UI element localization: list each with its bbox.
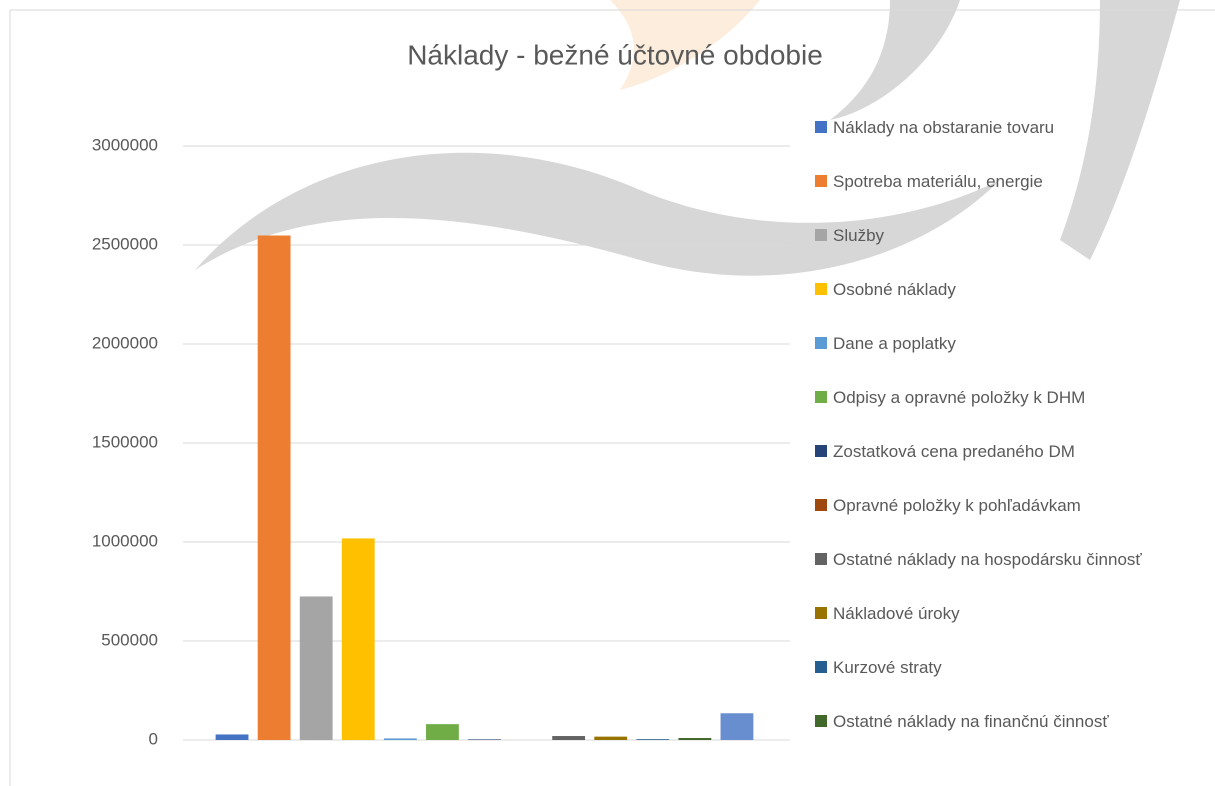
bar bbox=[215, 734, 249, 740]
legend-entry: Nákladové úroky bbox=[815, 600, 1193, 627]
legend-entry: Ostatné náklady na finančnú činnosť bbox=[815, 708, 1193, 735]
legend-swatch bbox=[815, 229, 827, 241]
legend-swatch bbox=[815, 661, 827, 673]
legend-swatch bbox=[815, 283, 827, 295]
bar bbox=[678, 738, 712, 740]
bar bbox=[552, 736, 586, 740]
watermark-flame bbox=[610, 0, 760, 90]
watermark-arc bbox=[830, 0, 960, 120]
legend-swatch bbox=[815, 607, 827, 619]
legend-label: Spotreba materiálu, energie bbox=[833, 172, 1043, 191]
y-tick-label: 3000000 bbox=[92, 135, 158, 154]
legend-entry: Služby bbox=[815, 222, 1193, 249]
legend-label: Náklady na obstaranie tovaru bbox=[833, 118, 1055, 137]
watermark-swoosh bbox=[195, 152, 1000, 276]
legend-entry: Náklady na obstaranie tovaru bbox=[815, 114, 1193, 141]
legend-swatch bbox=[815, 499, 827, 511]
legend-swatch bbox=[815, 175, 827, 187]
legend-label: Opravné položky k pohľadávkam bbox=[833, 496, 1081, 515]
legend-swatch bbox=[815, 121, 827, 133]
legend-label: Ostatné náklady na hospodársku činnosť bbox=[833, 550, 1142, 569]
y-tick-label: 500000 bbox=[101, 630, 158, 649]
bar bbox=[594, 736, 628, 740]
legend-entry: Zostatková cena predaného DM bbox=[815, 438, 1193, 465]
watermark-stroke bbox=[1060, 0, 1180, 260]
bar bbox=[720, 713, 754, 740]
bar bbox=[426, 724, 459, 740]
legend-label: Kurzové straty bbox=[833, 658, 942, 677]
legend-entry: Odpisy a opravné položky k DHM bbox=[815, 384, 1193, 411]
legend-label: Zostatková cena predaného DM bbox=[833, 442, 1075, 461]
y-tick-label: 1500000 bbox=[92, 432, 158, 451]
legend-swatch bbox=[815, 391, 827, 403]
legend-entry: Spotreba materiálu, energie bbox=[815, 168, 1193, 195]
y-tick-label: 2000000 bbox=[92, 333, 158, 352]
legend-label: Služby bbox=[833, 226, 885, 245]
legend-entry: Dane a poplatky bbox=[815, 330, 1193, 357]
bar bbox=[257, 235, 291, 740]
y-tick-label: 1000000 bbox=[92, 531, 158, 550]
bar bbox=[341, 538, 375, 740]
legend-swatch bbox=[815, 715, 827, 727]
y-tick-label: 0 bbox=[149, 729, 158, 748]
legend-swatch bbox=[815, 445, 827, 457]
legend-entry: Kurzové straty bbox=[815, 654, 1193, 681]
legend-label: Dane a poplatky bbox=[833, 334, 956, 353]
bar bbox=[468, 739, 501, 740]
bar bbox=[636, 739, 670, 740]
legend-label: Nákladové úroky bbox=[833, 604, 960, 623]
legend-label: Odpisy a opravné položky k DHM bbox=[833, 388, 1086, 407]
bar bbox=[299, 596, 333, 740]
legend-entry: Osobné náklady bbox=[815, 276, 1193, 303]
chart-title: Náklady - bežné účtovné obdobie bbox=[407, 39, 823, 70]
legend-swatch bbox=[815, 553, 827, 565]
legend-label: Osobné náklady bbox=[833, 280, 956, 299]
legend-swatch bbox=[815, 337, 827, 349]
bar bbox=[383, 738, 417, 740]
legend-entry: Opravné položky k pohľadávkam bbox=[815, 492, 1193, 519]
legend-label: Ostatné náklady na finančnú činnosť bbox=[833, 712, 1109, 731]
y-tick-label: 2500000 bbox=[92, 234, 158, 253]
legend-entry: Ostatné náklady na hospodársku činnosť bbox=[815, 546, 1193, 573]
